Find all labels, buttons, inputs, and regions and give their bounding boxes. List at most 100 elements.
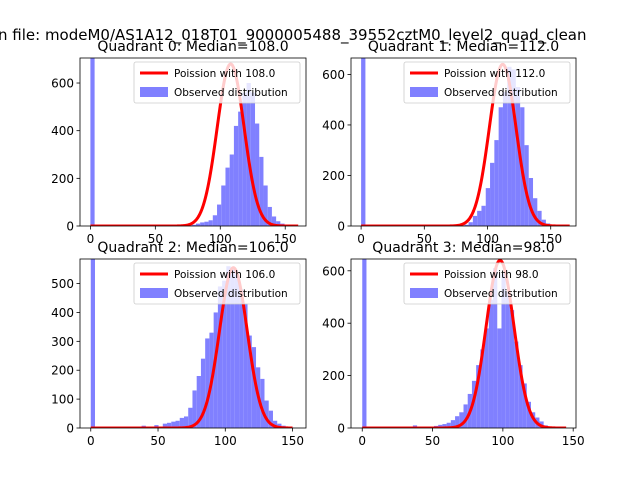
histogram-bar [234, 274, 240, 428]
y-tick-label: 600 [51, 77, 74, 91]
histogram-bar [200, 222, 205, 226]
histogram-bar [459, 412, 464, 428]
panel-title: Quadrant 1: Median=112.0 [368, 39, 559, 55]
legend-bar-swatch [140, 288, 168, 298]
histogram-bar [196, 376, 201, 428]
y-tick-label: 0 [337, 220, 345, 234]
histogram-bar [362, 259, 367, 428]
y-tick-label: 0 [337, 422, 345, 436]
histogram-bar [480, 349, 485, 428]
histogram-bar [204, 221, 209, 226]
histogram-bar [268, 410, 273, 428]
histogram-bar [90, 58, 95, 226]
axes-frame [79, 258, 307, 429]
legend-bar-swatch [410, 288, 438, 298]
histogram-bar [463, 404, 468, 428]
poisson-curve [360, 62, 571, 226]
legend-bar-swatch [140, 87, 168, 97]
y-tick-label: 0 [66, 220, 74, 234]
histogram-bar [276, 221, 281, 226]
y-tick-label: 300 [51, 335, 74, 349]
histogram-bar [455, 416, 460, 428]
histogram-bar [272, 420, 278, 428]
legend-label-poisson: Poission with 106.0 [174, 269, 275, 281]
histogram-bar [541, 219, 546, 226]
histogram-bar [485, 188, 491, 226]
histogram-bar [259, 156, 264, 226]
histogram-bar [481, 205, 486, 226]
panel-title: Quadrant 3: Median=98.0 [372, 240, 554, 256]
legend-box [403, 262, 571, 305]
histogram-bar [438, 424, 443, 428]
histogram-bar [501, 273, 506, 428]
poisson-curve [361, 259, 567, 428]
y-tick-label: 600 [322, 264, 345, 278]
histogram-bar [175, 420, 180, 428]
x-tick-label: 0 [87, 434, 95, 448]
histogram-bar [477, 210, 482, 226]
y-tick-label: 200 [322, 369, 345, 383]
histogram-bar [239, 289, 244, 428]
legend-label-observed: Observed distribution [444, 288, 558, 300]
histogram-bar [167, 422, 172, 428]
histogram-bar [507, 66, 512, 226]
legend-box [133, 262, 301, 305]
axes-frame [79, 57, 307, 227]
histogram-bar [476, 365, 481, 428]
histogram-bar [213, 312, 218, 428]
histogram-bar [267, 206, 272, 226]
histogram-bar [488, 299, 494, 428]
legend: Poission with 108.0 Observed distribution [133, 61, 301, 104]
legend: Poission with 112.0 Observed distribution [403, 61, 571, 104]
histogram-bar [446, 422, 451, 428]
histogram-bar [183, 416, 189, 428]
histogram-bar [537, 210, 542, 226]
histogram-bar [526, 401, 531, 428]
histogram-bar [200, 358, 206, 428]
histogram-bar [238, 111, 243, 226]
histogram-bar [212, 215, 218, 226]
plot-area [360, 58, 571, 226]
x-tick-label: 150 [274, 232, 297, 246]
histogram-bar [511, 69, 516, 226]
y-tick-label: 200 [51, 364, 74, 378]
panel-title: Quadrant 0: Median=108.0 [97, 39, 288, 55]
histogram-bar [171, 421, 176, 428]
histogram-bar [179, 417, 184, 428]
x-tick-label: 50 [417, 232, 432, 246]
x-tick-label: 0 [358, 434, 366, 448]
y-tick-label: 100 [51, 393, 74, 407]
histogram-bar [514, 341, 519, 428]
y-tick-label: 200 [322, 169, 345, 183]
histogram-bar [90, 259, 95, 428]
histogram-bar [509, 310, 515, 428]
histogram-bar [205, 338, 210, 428]
histogram-bar [250, 92, 256, 226]
legend-bar-swatch [410, 87, 438, 97]
plot-area [361, 259, 567, 428]
histogram-bar [192, 390, 197, 428]
x-tick-label: 150 [562, 434, 585, 448]
legend: Poission with 98.0 Observed distribution [403, 262, 571, 305]
histogram-bar [468, 222, 473, 226]
quadrant-0-panel: 0 50 100 150 0 200 400 600 Quadrant 0: Median=10… [51, 39, 307, 246]
histogram-bar [484, 328, 489, 428]
histogram-bar [361, 58, 366, 226]
legend-label-observed: Observed distribution [174, 288, 288, 300]
plot-area [89, 259, 295, 428]
y-tick-label: 400 [51, 124, 74, 138]
histogram-bar [243, 303, 248, 428]
histogram-bar [502, 92, 508, 226]
histogram-bar [217, 286, 223, 428]
histogram-bar [222, 280, 227, 428]
histogram-bar [493, 268, 498, 428]
histogram-bar [472, 215, 478, 226]
histogram-bar [242, 92, 247, 226]
poisson-curve [89, 62, 300, 226]
y-tick-label: 500 [51, 277, 74, 291]
quadrant-2-panel: 0 50 100 150 0 100 200 300 400 500 Quadrant 2: Med… [51, 240, 307, 448]
histogram-bar [464, 224, 469, 226]
histogram-bar [522, 383, 527, 428]
histogram-bar [255, 123, 260, 226]
